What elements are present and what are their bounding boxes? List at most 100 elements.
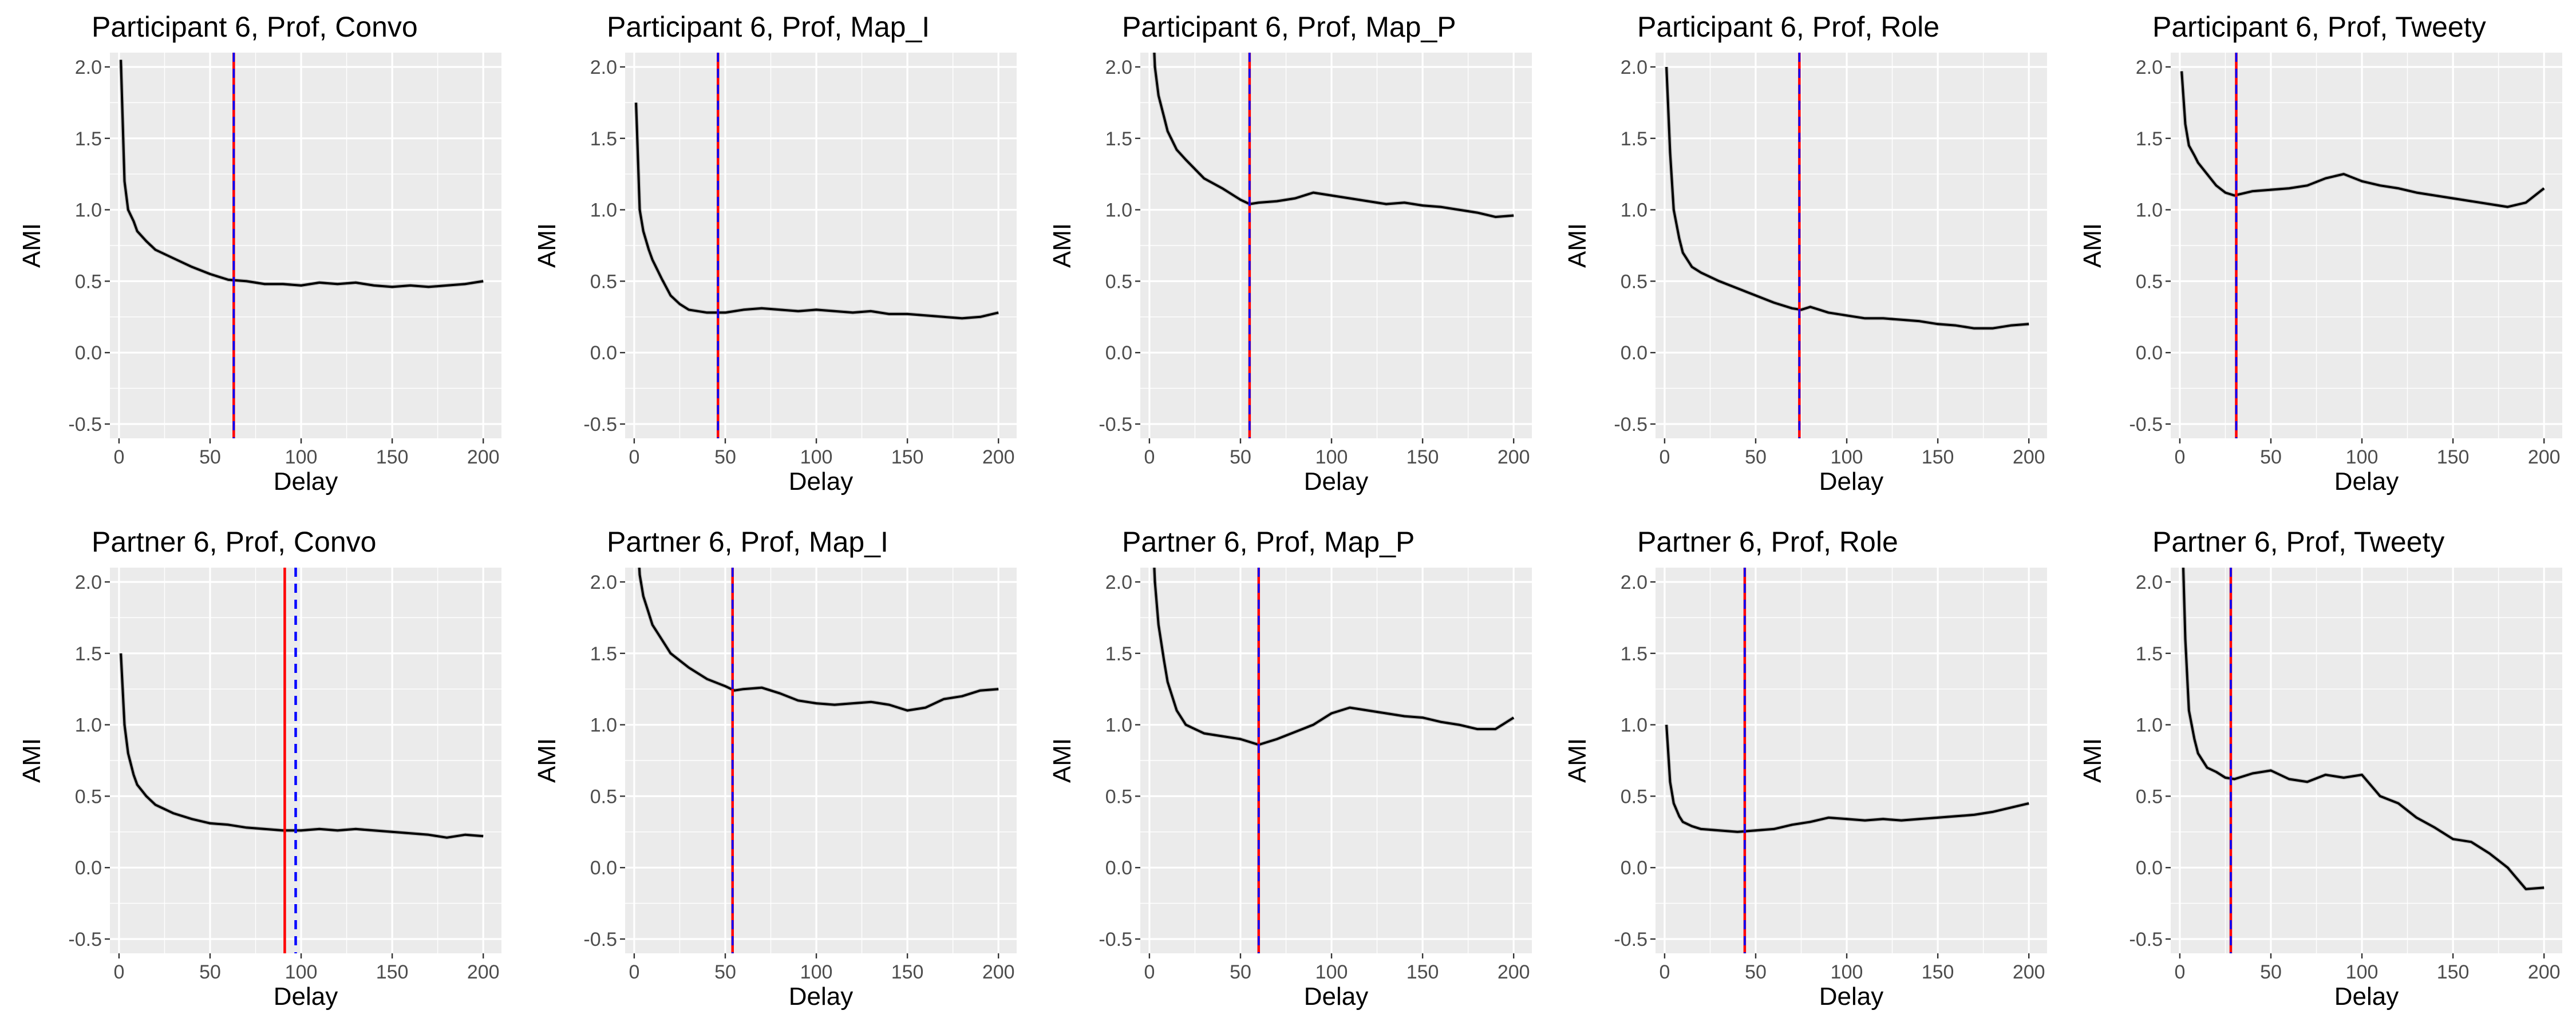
y-tick-label: 2.0 <box>1621 572 1647 593</box>
y-tick-label: 1.5 <box>1105 128 1132 150</box>
panel-9: 0 50 100 150 200 -0.5 0.0 0.5 1.0 1.5 2.0 Partner 6… <box>1563 526 2047 1011</box>
x-tick-label: 150 <box>1406 961 1439 983</box>
panel-10: 0 50 100 150 200 -0.5 0.0 0.5 1.0 1.5 2.0 Partner 6… <box>2079 526 2562 1011</box>
x-tick-label: 200 <box>467 446 500 468</box>
x-tick-label: 50 <box>714 961 736 983</box>
y-axis-label: AMI <box>1048 738 1076 783</box>
x-tick-label: 100 <box>1315 446 1348 468</box>
plot-area <box>634 53 999 438</box>
panel-8: 0 50 100 150 200 -0.5 0.0 0.5 1.0 1.5 2.0 Partner 6… <box>1048 526 1532 1011</box>
x-tick-label: 50 <box>1745 961 1767 983</box>
x-tick-label: 50 <box>1230 446 1251 468</box>
y-tick-label: 0.0 <box>1105 342 1132 364</box>
plot-area <box>1152 568 1515 953</box>
y-tick-label: 0.0 <box>1105 857 1132 879</box>
y-tick-label: 0.0 <box>1621 342 1647 364</box>
panel-5: 0 50 100 150 200 -0.5 0.0 0.5 1.0 1.5 2.0 Participa… <box>2079 11 2562 496</box>
panel-6: 0 50 100 150 200 -0.5 0.0 0.5 1.0 1.5 2.0 Partner 6… <box>18 526 501 1011</box>
y-tick-label: 2.0 <box>75 572 102 593</box>
y-tick-label: 0.5 <box>1105 271 1132 292</box>
ami-line <box>1665 724 2029 833</box>
y-tick-label: -0.5 <box>1099 929 1132 950</box>
x-tick-label: 150 <box>2437 961 2470 983</box>
x-tick-label: 200 <box>982 961 1015 983</box>
y-tick-label: 0.0 <box>2136 857 2163 879</box>
panel-title: Partner 6, Prof, Map_P <box>1122 526 1415 558</box>
plot-area <box>1664 568 2030 953</box>
x-axis-label: Delay <box>1819 468 1884 496</box>
x-tick-label: 0 <box>1659 446 1670 468</box>
x-tick-label: 50 <box>199 446 221 468</box>
x-tick-label: 50 <box>199 961 221 983</box>
x-tick-label: 150 <box>1406 446 1439 468</box>
x-tick-label: 200 <box>2013 446 2045 468</box>
plot-area <box>118 53 484 438</box>
y-tick-label: 1.5 <box>1105 643 1132 665</box>
x-tick-label: 150 <box>891 446 924 468</box>
y-tick-label: 1.0 <box>1105 200 1132 221</box>
x-tick-label: 0 <box>1144 961 1155 983</box>
y-tick-label: 2.0 <box>2136 572 2163 593</box>
x-tick-label: 0 <box>2174 961 2185 983</box>
y-tick-label: -0.5 <box>1614 929 1647 950</box>
ami-line <box>120 60 484 288</box>
x-tick-label: 100 <box>800 961 833 983</box>
x-tick-label: 150 <box>376 446 409 468</box>
y-tick-label: 1.0 <box>590 715 617 736</box>
y-tick-label: 1.0 <box>2136 200 2163 221</box>
y-tick-label: 1.5 <box>1621 643 1647 665</box>
x-tick-label: 200 <box>982 446 1015 468</box>
y-tick-label: -0.5 <box>583 929 617 950</box>
ami-line <box>635 102 999 320</box>
x-axis-label: Delay <box>1819 983 1884 1011</box>
y-tick-label: 2.0 <box>590 572 617 593</box>
x-tick-label: 150 <box>376 961 409 983</box>
y-axis-label: AMI <box>1048 223 1076 268</box>
x-tick-label: 100 <box>1315 961 1348 983</box>
y-tick-label: 1.0 <box>1105 715 1132 736</box>
ami-line <box>1153 53 1514 219</box>
x-tick-label: 100 <box>1831 446 1863 468</box>
x-tick-label: 50 <box>1230 961 1251 983</box>
x-axis-label: Delay <box>789 983 854 1011</box>
y-tick-label: 0.5 <box>2136 786 2163 807</box>
y-axis-label: AMI <box>18 738 46 783</box>
y-tick-label: 1.0 <box>590 200 617 221</box>
y-tick-label: 1.0 <box>75 200 102 221</box>
x-tick-label: 50 <box>714 446 736 468</box>
x-tick-label: 100 <box>285 961 318 983</box>
panel-title: Participant 6, Prof, Tweety <box>2152 11 2486 43</box>
y-tick-label: 1.5 <box>1621 128 1647 150</box>
panel-4: 0 50 100 150 200 -0.5 0.0 0.5 1.0 1.5 2.0 Participa… <box>1563 11 2047 496</box>
x-tick-label: 200 <box>1498 446 1530 468</box>
x-tick-label: 150 <box>2437 446 2470 468</box>
y-tick-label: 0.5 <box>75 786 102 807</box>
y-tick-label: 0.5 <box>75 271 102 292</box>
y-tick-label: 2.0 <box>1621 57 1647 78</box>
x-tick-label: 200 <box>467 961 500 983</box>
plot-area <box>1664 53 2029 438</box>
x-tick-label: 0 <box>629 961 639 983</box>
x-tick-label: 200 <box>2528 446 2561 468</box>
y-tick-label: 2.0 <box>1105 57 1132 78</box>
x-tick-label: 150 <box>891 961 924 983</box>
y-tick-label: 1.5 <box>75 643 102 665</box>
y-axis-label: AMI <box>2079 223 2107 268</box>
x-axis-label: Delay <box>789 468 854 496</box>
y-tick-label: 0.5 <box>590 786 617 807</box>
y-tick-label: 2.0 <box>590 57 617 78</box>
ami-line <box>1153 568 1515 746</box>
x-tick-label: 200 <box>1498 961 1530 983</box>
plot-area <box>2179 53 2546 438</box>
y-axis-label: AMI <box>1563 223 1591 268</box>
panel-title: Participant 6, Prof, Map_I <box>607 11 930 43</box>
y-axis-label: AMI <box>18 223 46 268</box>
y-tick-label: -0.5 <box>68 414 102 435</box>
panel-1: 0 50 100 150 200 -0.5 0.0 0.5 1.0 1.5 2.0 Participa… <box>18 11 501 496</box>
plot-area <box>2181 568 2545 953</box>
y-tick-label: 2.0 <box>75 57 102 78</box>
y-tick-label: -0.5 <box>1099 414 1132 435</box>
plot-area <box>637 568 999 953</box>
y-tick-label: -0.5 <box>68 929 102 950</box>
y-tick-label: 1.0 <box>75 715 102 736</box>
